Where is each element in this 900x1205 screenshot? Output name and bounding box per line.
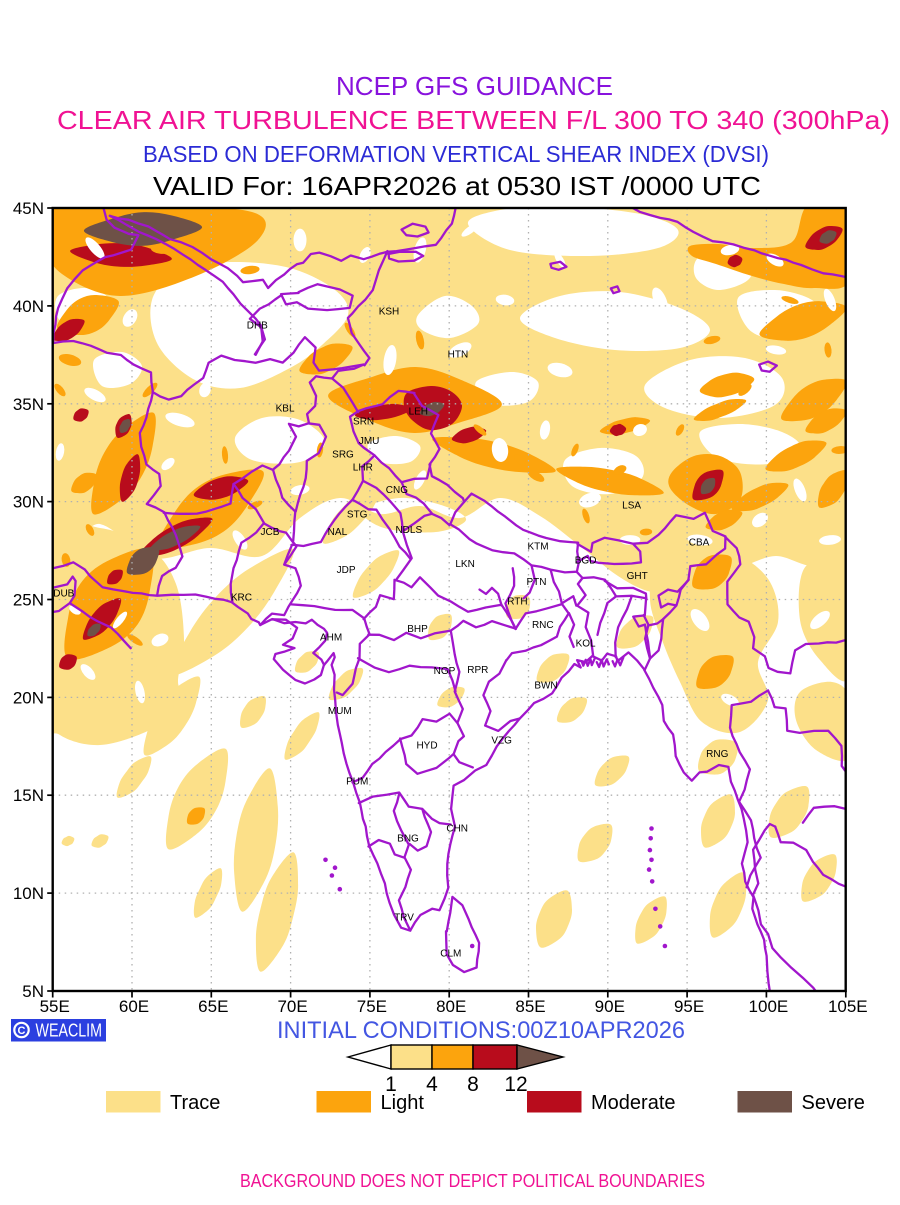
svg-text:45N: 45N	[13, 199, 44, 218]
svg-text:VZG: VZG	[491, 735, 512, 746]
svg-text:65E: 65E	[198, 997, 228, 1016]
svg-text:90E: 90E	[595, 997, 625, 1016]
svg-text:Severe: Severe	[802, 1092, 865, 1114]
svg-text:NAL: NAL	[328, 527, 348, 538]
svg-text:INITIAL CONDITIONS:00Z10APR202: INITIAL CONDITIONS:00Z10APR2026	[277, 1017, 685, 1044]
svg-text:NCEP GFS GUIDANCE: NCEP GFS GUIDANCE	[336, 71, 613, 101]
svg-text:KBL: KBL	[276, 404, 295, 415]
svg-text:HTN: HTN	[448, 350, 469, 361]
svg-text:CNG: CNG	[386, 485, 408, 496]
svg-text:SRG: SRG	[332, 450, 354, 461]
svg-text:85E: 85E	[515, 997, 545, 1016]
svg-text:BGD: BGD	[575, 555, 597, 566]
svg-text:PUM: PUM	[346, 777, 368, 788]
svg-text:KSH: KSH	[379, 307, 400, 318]
svg-text:RTH: RTH	[507, 596, 527, 607]
svg-text:8: 8	[467, 1073, 479, 1096]
svg-text:Moderate: Moderate	[591, 1092, 676, 1114]
svg-text:CBA: CBA	[689, 538, 710, 549]
svg-text:VALID For: 16APR2026 at 0530 I: VALID For: 16APR2026 at 0530 IST /0000 U…	[153, 171, 761, 201]
svg-text:MUM: MUM	[328, 706, 352, 717]
svg-text:PTN: PTN	[527, 577, 547, 588]
svg-text:15N: 15N	[13, 786, 44, 805]
svg-text:105E: 105E	[828, 997, 868, 1016]
svg-text:60E: 60E	[119, 997, 149, 1016]
svg-text:AHM: AHM	[320, 633, 342, 644]
svg-text:RNG: RNG	[706, 749, 728, 760]
svg-text:DHB: DHB	[247, 320, 268, 331]
svg-text:40N: 40N	[13, 297, 44, 316]
svg-text:1: 1	[385, 1073, 397, 1096]
svg-text:LSA: LSA	[622, 501, 641, 512]
svg-text:BACKGROUND DOES NOT DEPICT POL: BACKGROUND DOES NOT DEPICT POLITICAL BOU…	[240, 1171, 705, 1191]
svg-text:TRV: TRV	[394, 913, 414, 924]
svg-text:JDP: JDP	[337, 565, 356, 576]
svg-text:LKN: LKN	[455, 559, 474, 570]
svg-text:Light: Light	[381, 1092, 425, 1114]
svg-text:20N: 20N	[13, 688, 44, 707]
svg-text:BASED ON DEFORMATION VERTICAL: BASED ON DEFORMATION VERTICAL SHEAR INDE…	[143, 141, 769, 167]
svg-text:35N: 35N	[13, 395, 44, 414]
svg-text:NGP: NGP	[434, 666, 456, 677]
svg-text:RNC: RNC	[532, 620, 554, 631]
svg-text:LHR: LHR	[353, 462, 373, 473]
svg-text:CLEAR AIR TURBULENCE BETWEEN F: CLEAR AIR TURBULENCE BETWEEN F/L 300 TO …	[57, 105, 890, 135]
svg-text:4: 4	[426, 1073, 438, 1096]
svg-text:WEACLIM: WEACLIM	[36, 1021, 103, 1041]
svg-text:NDLS: NDLS	[395, 525, 422, 536]
svg-text:KRC: KRC	[231, 593, 252, 604]
svg-text:70E: 70E	[277, 997, 307, 1016]
svg-text:DUB: DUB	[53, 589, 74, 600]
svg-text:75E: 75E	[357, 997, 387, 1016]
svg-text:10N: 10N	[13, 884, 44, 903]
svg-text:RPR: RPR	[467, 665, 488, 676]
svg-text:JMU: JMU	[359, 436, 380, 447]
svg-text:100E: 100E	[749, 997, 789, 1016]
svg-text:KTM: KTM	[527, 542, 548, 553]
svg-text:80E: 80E	[436, 997, 466, 1016]
svg-text:HYD: HYD	[416, 740, 437, 751]
svg-text:JCB: JCB	[261, 527, 280, 538]
svg-text:C: C	[18, 1025, 26, 1037]
svg-text:SRN: SRN	[353, 416, 374, 427]
svg-text:LEH: LEH	[409, 407, 428, 418]
svg-text:BWN: BWN	[534, 681, 557, 692]
svg-text:12: 12	[504, 1073, 527, 1096]
svg-text:CLM: CLM	[440, 949, 461, 960]
svg-text:Trace: Trace	[170, 1092, 220, 1114]
svg-text:BHP: BHP	[407, 624, 428, 635]
svg-text:5N: 5N	[22, 982, 44, 1001]
svg-text:STG: STG	[347, 509, 368, 520]
svg-text:GHT: GHT	[627, 571, 648, 582]
svg-text:CHN: CHN	[446, 824, 468, 835]
svg-text:25N: 25N	[13, 591, 44, 610]
svg-text:KOL: KOL	[576, 639, 596, 650]
svg-text:95E: 95E	[674, 997, 704, 1016]
svg-text:55E: 55E	[40, 997, 70, 1016]
svg-text:30N: 30N	[13, 493, 44, 512]
svg-text:BNG: BNG	[397, 833, 419, 844]
